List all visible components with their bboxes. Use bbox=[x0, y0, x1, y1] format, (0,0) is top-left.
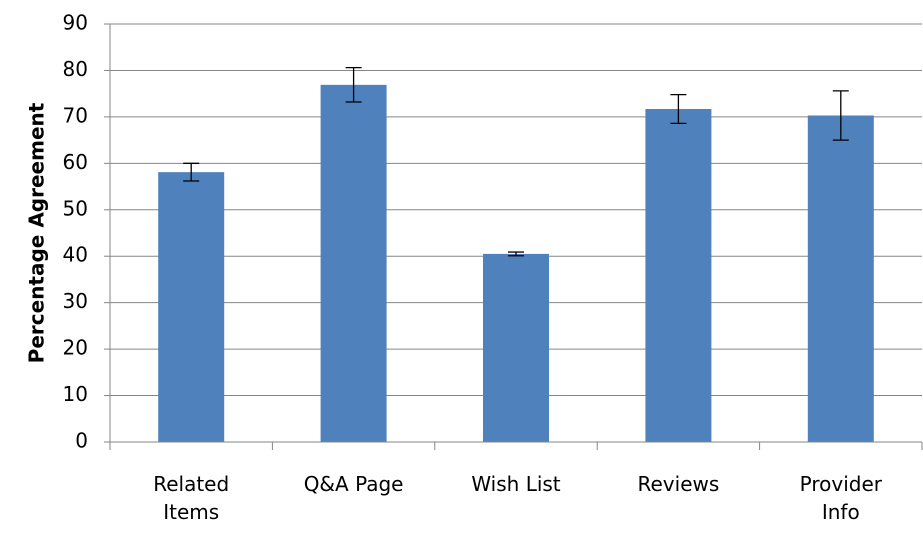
bar bbox=[320, 84, 387, 442]
bar bbox=[158, 172, 225, 442]
x-tick-label: Wish List bbox=[471, 472, 561, 496]
bar bbox=[645, 108, 712, 442]
bar bbox=[807, 115, 874, 443]
x-tick-label: Related Items bbox=[153, 472, 230, 524]
y-tick-label: 10 bbox=[63, 382, 88, 406]
bar bbox=[483, 253, 549, 442]
y-tick-label: 90 bbox=[63, 11, 88, 35]
y-tick-label: 0 bbox=[75, 429, 88, 453]
y-tick-label: 50 bbox=[63, 196, 88, 220]
y-tick-label: 60 bbox=[63, 150, 88, 174]
y-tick-label: 20 bbox=[63, 336, 88, 360]
y-tick-label: 30 bbox=[63, 289, 88, 313]
y-tick-label: 80 bbox=[63, 57, 88, 81]
y-tick-label: 40 bbox=[63, 243, 88, 267]
y-axis-label: Percentage Agreement bbox=[25, 102, 49, 363]
x-tick-label: Q&A Page bbox=[303, 472, 404, 496]
y-tick-label: 70 bbox=[63, 103, 88, 127]
x-tick-label: Reviews bbox=[637, 472, 720, 496]
x-tick-label: Provider Info bbox=[799, 472, 882, 524]
